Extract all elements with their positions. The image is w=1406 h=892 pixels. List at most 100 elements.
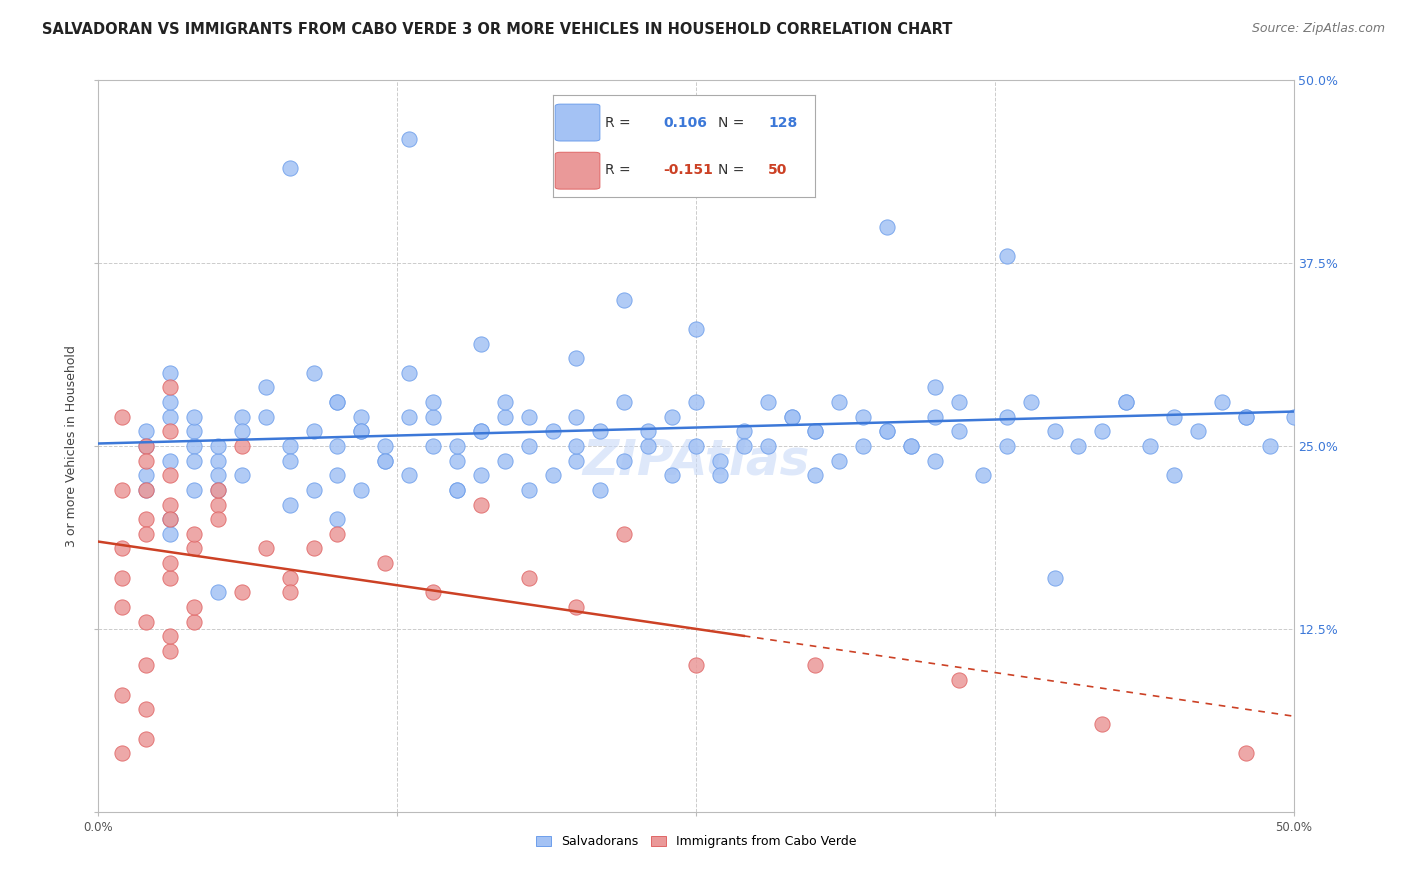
Point [278, 453, 301, 467]
Point [207, 468, 229, 483]
Point [302, 366, 325, 380]
Point [135, 439, 157, 453]
Point [183, 439, 205, 453]
Point [828, 395, 851, 409]
Point [159, 498, 181, 512]
Point [1258, 439, 1281, 453]
Point [278, 585, 301, 599]
Point [207, 483, 229, 497]
Point [231, 468, 253, 483]
Point [398, 132, 420, 146]
Point [135, 453, 157, 467]
Point [302, 541, 325, 556]
Point [398, 468, 420, 483]
Point [350, 483, 373, 497]
Point [183, 425, 205, 439]
Point [254, 409, 277, 424]
Point [470, 336, 492, 351]
Point [374, 453, 396, 467]
Point [900, 439, 922, 453]
Point [1115, 395, 1137, 409]
Point [1091, 425, 1114, 439]
Point [756, 176, 779, 190]
Point [685, 439, 707, 453]
Point [804, 425, 827, 439]
Point [231, 425, 253, 439]
Point [374, 439, 396, 453]
Point [135, 731, 157, 746]
Point [876, 425, 898, 439]
Point [159, 629, 181, 643]
Point [709, 468, 731, 483]
Point [159, 453, 181, 467]
Point [1163, 468, 1185, 483]
Point [135, 615, 157, 629]
Point [685, 395, 707, 409]
Point [159, 366, 181, 380]
Point [517, 483, 540, 497]
Point [924, 380, 946, 394]
Point [661, 468, 683, 483]
Point [111, 746, 134, 760]
Point [1282, 409, 1305, 424]
Point [876, 425, 898, 439]
Point [111, 541, 134, 556]
Point [159, 512, 181, 526]
Point [111, 599, 134, 614]
Point [828, 453, 851, 467]
Point [374, 453, 396, 467]
Point [780, 409, 803, 424]
Point [159, 425, 181, 439]
Point [278, 571, 301, 585]
Point [254, 541, 277, 556]
Point [924, 453, 946, 467]
Point [422, 439, 444, 453]
Point [685, 658, 707, 673]
Point [350, 425, 373, 439]
Point [852, 409, 875, 424]
Point [1019, 395, 1042, 409]
Point [326, 512, 349, 526]
Point [111, 483, 134, 497]
Point [183, 615, 205, 629]
Point [446, 483, 468, 497]
Point [183, 541, 205, 556]
Point [924, 409, 946, 424]
Point [1067, 439, 1090, 453]
Point [350, 425, 373, 439]
Point [756, 395, 779, 409]
Point [111, 571, 134, 585]
Point [613, 293, 636, 307]
Point [207, 512, 229, 526]
Point [231, 439, 253, 453]
Point [398, 366, 420, 380]
Point [135, 425, 157, 439]
Point [804, 658, 827, 673]
Point [995, 439, 1018, 453]
Point [589, 425, 612, 439]
Point [207, 483, 229, 497]
Point [302, 425, 325, 439]
Point [446, 453, 468, 467]
Point [470, 425, 492, 439]
Legend: Salvadorans, Immigrants from Cabo Verde: Salvadorans, Immigrants from Cabo Verde [531, 830, 860, 853]
Point [565, 453, 588, 467]
Point [756, 439, 779, 453]
Point [326, 439, 349, 453]
Point [278, 161, 301, 175]
Point [804, 468, 827, 483]
Y-axis label: 3 or more Vehicles in Household: 3 or more Vehicles in Household [65, 345, 79, 547]
Point [159, 526, 181, 541]
Point [972, 468, 994, 483]
Point [183, 599, 205, 614]
Point [302, 483, 325, 497]
Point [326, 468, 349, 483]
Point [111, 688, 134, 702]
Point [159, 380, 181, 394]
Point [685, 322, 707, 336]
Point [135, 483, 157, 497]
Point [422, 409, 444, 424]
Point [517, 409, 540, 424]
Point [159, 571, 181, 585]
Point [135, 439, 157, 453]
